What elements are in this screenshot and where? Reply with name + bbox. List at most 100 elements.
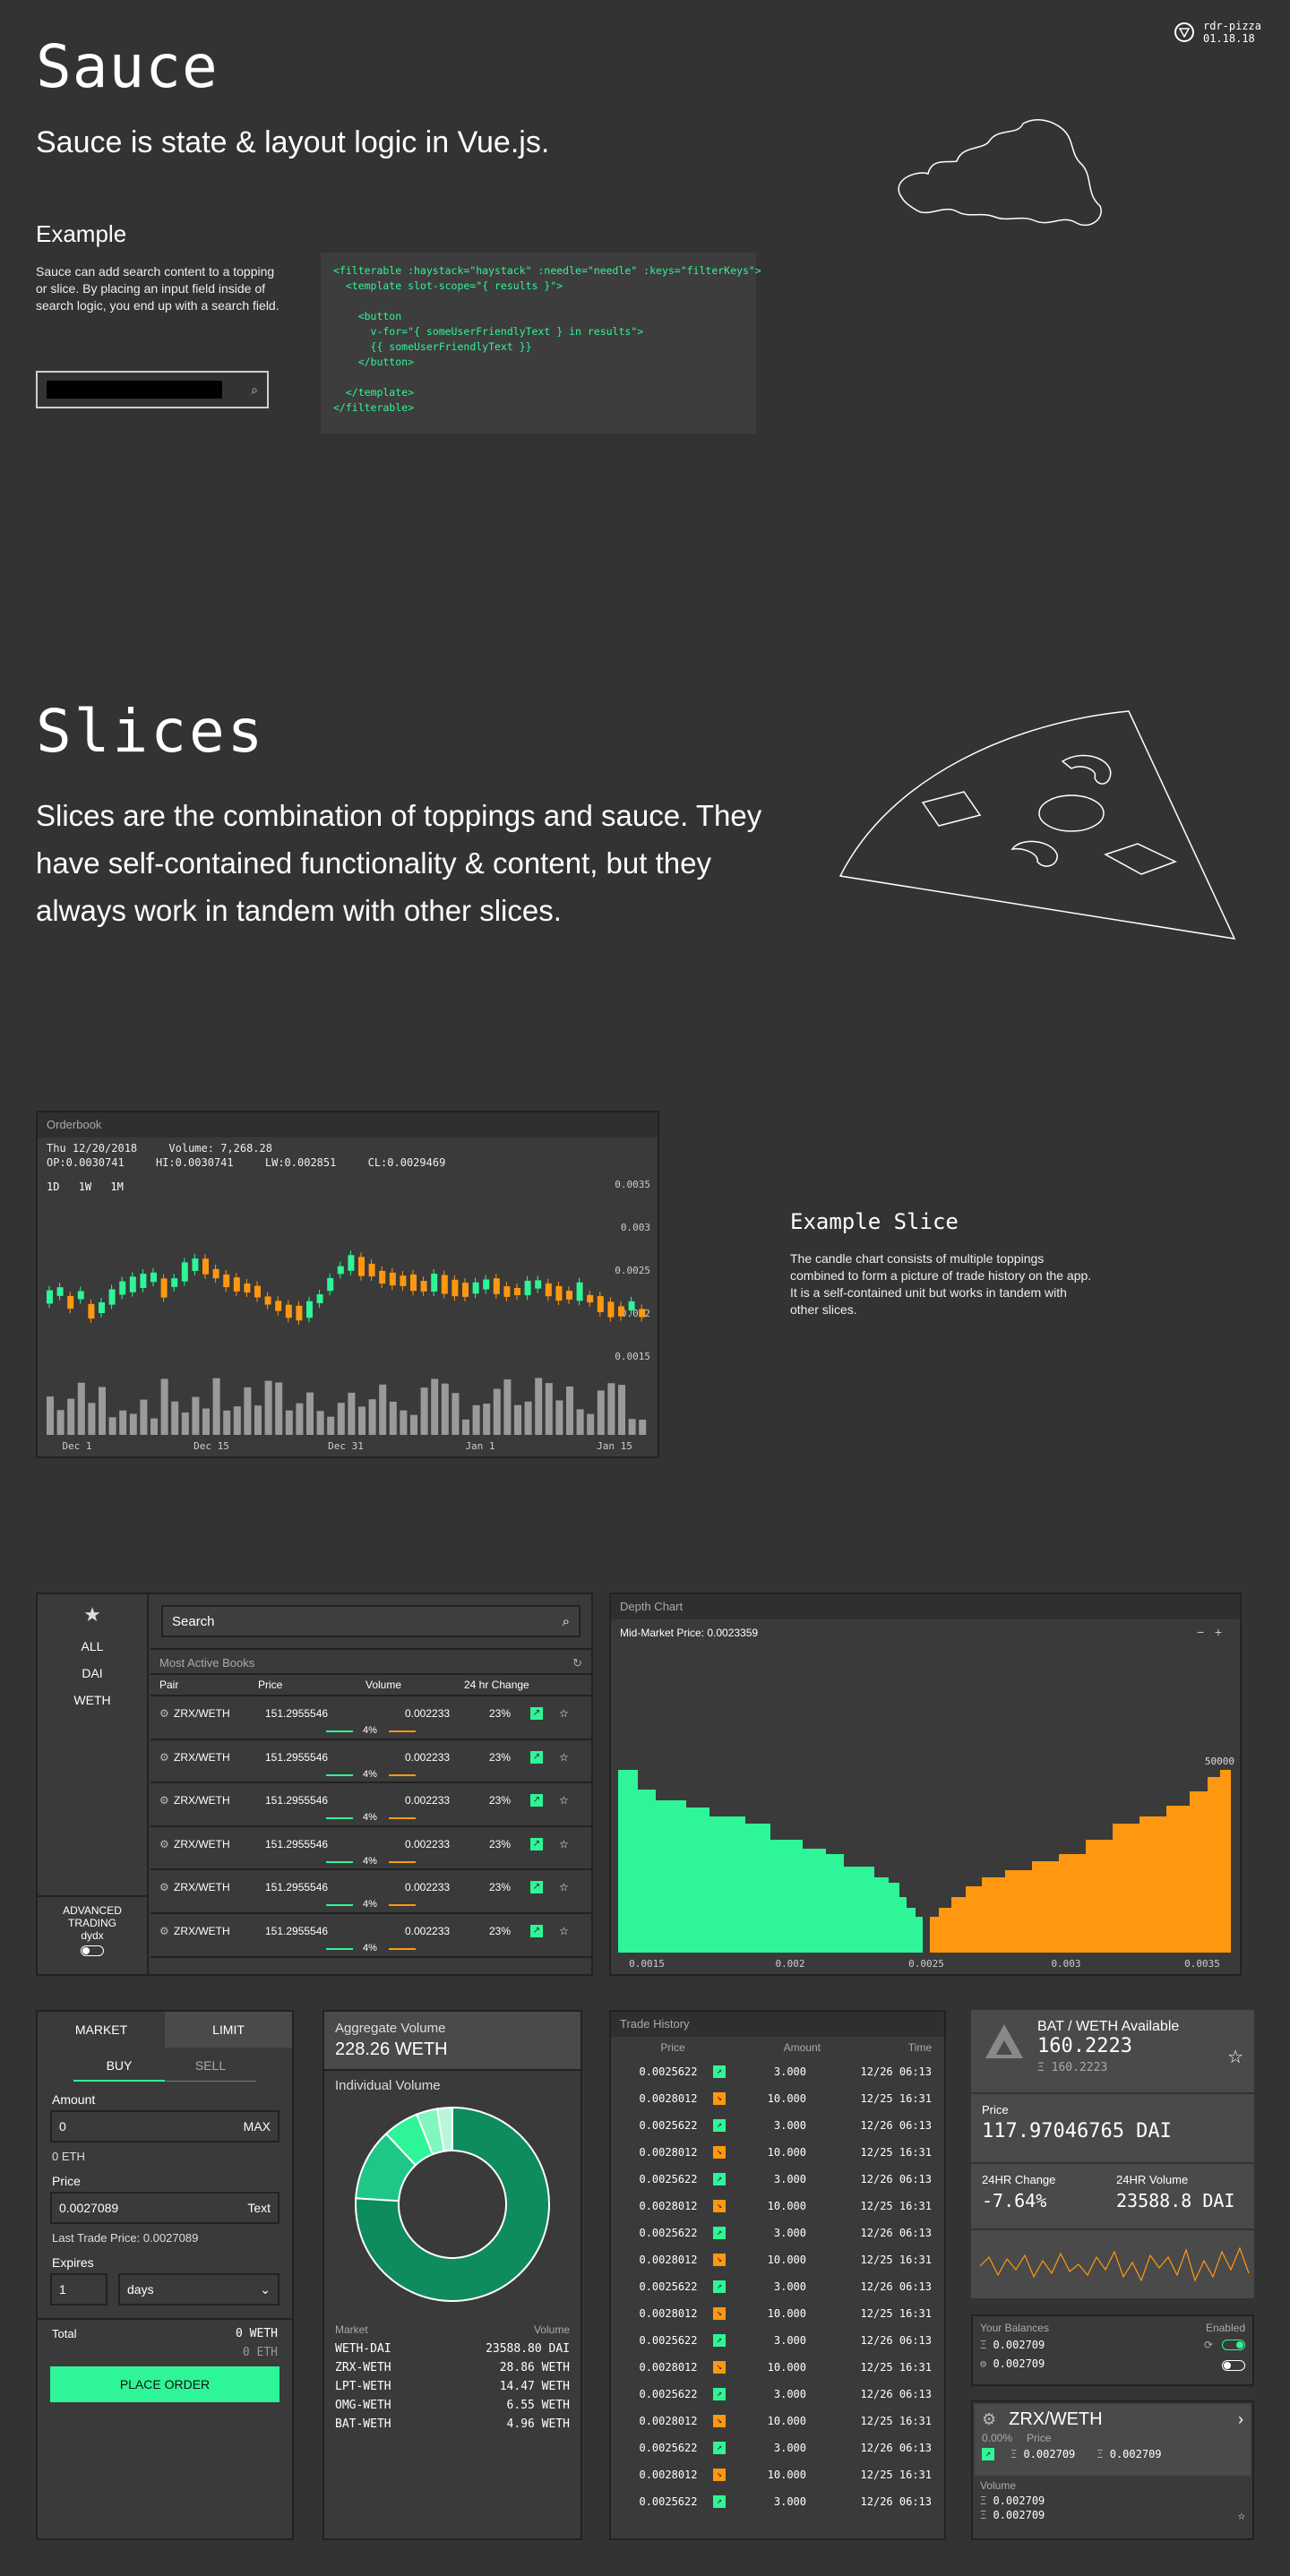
amount-input[interactable]: 0 MAX bbox=[50, 2110, 280, 2142]
tab-limit[interactable]: LIMIT bbox=[165, 2012, 292, 2048]
search-field[interactable]: ⌕ bbox=[36, 371, 269, 408]
range-1d-button[interactable]: 1D bbox=[47, 1181, 60, 1193]
col-price: Price bbox=[258, 1679, 283, 1691]
volume-bar bbox=[150, 1418, 158, 1435]
place-order-button[interactable]: PLACE ORDER bbox=[50, 2366, 280, 2402]
trade-price: 0.0028012 bbox=[639, 2200, 698, 2212]
trend-up-icon: ↗ bbox=[982, 2448, 994, 2460]
refresh-icon[interactable]: ↻ bbox=[572, 1656, 582, 1670]
amount-label: Amount bbox=[52, 2092, 96, 2107]
aggregate-title: Aggregate Volume bbox=[335, 2021, 446, 2036]
table-row[interactable]: ⚙ ZRX/WETH 151.2955546 0.002233 23% ↗ ☆ 4% bbox=[150, 1740, 591, 1784]
trend-down-icon: ↘ bbox=[713, 2092, 726, 2105]
zoom-out-icon[interactable]: − bbox=[1196, 1625, 1205, 1639]
star-icon[interactable]: ☆ bbox=[559, 1837, 569, 1850]
candle bbox=[275, 1301, 282, 1311]
trend-up-icon: ↗ bbox=[530, 1707, 543, 1720]
trade-amount: 10.000 bbox=[767, 2200, 806, 2212]
volume-cell: 0.002233 bbox=[405, 1794, 451, 1807]
market-col-label: Market bbox=[335, 2323, 368, 2336]
table-row[interactable]: ⚙ ZRX/WETH 151.2955546 0.002233 23% ↗ ☆ 4% bbox=[150, 1914, 591, 1958]
range-1w-button[interactable]: 1W bbox=[78, 1181, 92, 1193]
table-row[interactable]: ⚙ ZRX/WETH 151.2955546 0.002233 23% ↗ ☆ 4% bbox=[150, 1783, 591, 1827]
candle bbox=[129, 1276, 136, 1292]
pair-cell: ZRX/WETH bbox=[174, 1924, 230, 1937]
slices-title: Slices bbox=[36, 697, 266, 766]
th-amount-header: Amount bbox=[783, 2041, 821, 2054]
candle bbox=[400, 1275, 407, 1286]
volume-cell: 0.002233 bbox=[405, 1750, 451, 1764]
trade-time: 12/25 16:31 bbox=[860, 2200, 932, 2212]
enabled-label: Enabled bbox=[1205, 2322, 1245, 2334]
search-icon[interactable]: ⌕ bbox=[562, 1613, 570, 1629]
filter-all[interactable]: ALL bbox=[81, 1639, 104, 1653]
trade-amount: 3.000 bbox=[773, 2334, 806, 2347]
zoom-in-icon[interactable]: + bbox=[1214, 1625, 1222, 1639]
buy-tab[interactable]: BUY bbox=[73, 2058, 165, 2082]
trade-amount: 10.000 bbox=[767, 2361, 806, 2374]
trade-time: 12/26 06:13 bbox=[860, 2065, 932, 2078]
volume-label: 24HR Volume bbox=[1116, 2173, 1189, 2186]
candle bbox=[316, 1294, 323, 1303]
bat-sub: 160.2223 bbox=[1051, 2061, 1108, 2074]
market-sidebar: ★ ALL DAI WETH ADVANCED TRADING dydx bbox=[38, 1594, 149, 1974]
search-input[interactable] bbox=[47, 381, 222, 399]
trade-row: 0.0025622 ↗ 3.000 12/26 06:13 bbox=[611, 2166, 944, 2193]
star-icon[interactable]: ☆ bbox=[559, 1794, 569, 1807]
expires-unit-select[interactable]: days ⌄ bbox=[118, 2273, 280, 2306]
filter-weth[interactable]: WETH bbox=[73, 1693, 111, 1707]
candle bbox=[192, 1258, 199, 1271]
y-tick-label: 0.002 bbox=[621, 1308, 650, 1319]
table-row[interactable]: ⚙ ZRX/WETH 151.2955546 0.002233 23% ↗ ☆ 4% bbox=[150, 1870, 591, 1914]
volume-cell: 0.002233 bbox=[405, 1924, 451, 1937]
candle bbox=[285, 1304, 292, 1318]
candle bbox=[47, 1290, 53, 1304]
market-search-input[interactable]: Search ⌕ bbox=[161, 1605, 580, 1637]
trend-up-icon: ↗ bbox=[530, 1750, 543, 1764]
star-icon[interactable]: ☆ bbox=[559, 1881, 569, 1894]
max-button[interactable]: MAX bbox=[243, 2119, 271, 2134]
favorite-star-icon[interactable]: ☆ bbox=[1227, 2048, 1243, 2067]
y-tick-label: 0.0035 bbox=[615, 1179, 650, 1190]
pct-bar-orange bbox=[389, 1773, 416, 1776]
trend-up-icon: ↗ bbox=[713, 2495, 726, 2508]
trade-time: 12/25 16:31 bbox=[860, 2469, 932, 2481]
advanced-trading-toggle[interactable] bbox=[81, 1945, 104, 1956]
candle bbox=[524, 1280, 531, 1296]
star-icon[interactable]: ☆ bbox=[559, 1750, 569, 1764]
price-cell: 151.2955546 bbox=[265, 1750, 329, 1764]
favorites-star-icon[interactable]: ★ bbox=[83, 1603, 101, 1626]
star-icon[interactable]: ☆ bbox=[559, 1707, 569, 1720]
sauce-subtitle: Sauce is state & layout logic in Vue.js. bbox=[36, 125, 550, 159]
trend-down-icon: ↘ bbox=[713, 2469, 726, 2481]
volume-bar bbox=[566, 1386, 573, 1435]
price-input[interactable]: 0.0027089 Text bbox=[50, 2192, 280, 2224]
pair-volume-label: Volume bbox=[980, 2479, 1017, 2492]
chevron-right-icon[interactable]: › bbox=[1238, 2410, 1243, 2428]
sauce-title: Sauce bbox=[36, 32, 219, 101]
balance-1-toggle[interactable] bbox=[1222, 2340, 1245, 2350]
search-icon[interactable]: ⌕ bbox=[251, 382, 258, 397]
price-cell: 151.2955546 bbox=[265, 1794, 329, 1807]
order-form-card: MARKET LIMIT BUY SELL Amount 0 MAX 0 ETH… bbox=[36, 2010, 294, 2540]
candle bbox=[628, 1301, 635, 1311]
pair-volume-1: 0.002709 bbox=[993, 2494, 1045, 2507]
table-row[interactable]: ⚙ ZRX/WETH 151.2955546 0.002233 23% ↗ ☆ 4% bbox=[150, 1827, 591, 1871]
depth-chart-card: Depth Chart Mid-Market Price: 0.0023359 … bbox=[609, 1593, 1242, 1976]
candle bbox=[545, 1283, 552, 1297]
balance-2-toggle[interactable] bbox=[1222, 2360, 1245, 2371]
table-row[interactable]: ⚙ ZRX/WETH 151.2955546 0.002233 23% ↗ ☆ 4% bbox=[150, 1696, 591, 1740]
advanced-label: ADVANCED bbox=[63, 1904, 122, 1917]
trade-amount: 3.000 bbox=[773, 2495, 806, 2508]
range-1m-button[interactable]: 1M bbox=[110, 1181, 124, 1193]
expires-input[interactable]: 1 bbox=[50, 2273, 108, 2306]
pair-star-icon[interactable]: ☆ bbox=[1237, 2509, 1245, 2523]
brand: rdr-pizza 01.18.18 bbox=[1174, 20, 1261, 45]
tab-market[interactable]: MARKET bbox=[38, 2012, 165, 2048]
pair-cell: ZRX/WETH bbox=[174, 1881, 230, 1894]
orderbook-cl: CL:0.0029469 bbox=[367, 1156, 446, 1169]
sell-tab[interactable]: SELL bbox=[165, 2058, 256, 2082]
star-icon[interactable]: ☆ bbox=[559, 1924, 569, 1937]
filter-dai[interactable]: DAI bbox=[82, 1666, 103, 1680]
bat-weth-card: BAT / WETH Available 160.2223 Ξ 160.2223… bbox=[971, 2010, 1254, 2298]
